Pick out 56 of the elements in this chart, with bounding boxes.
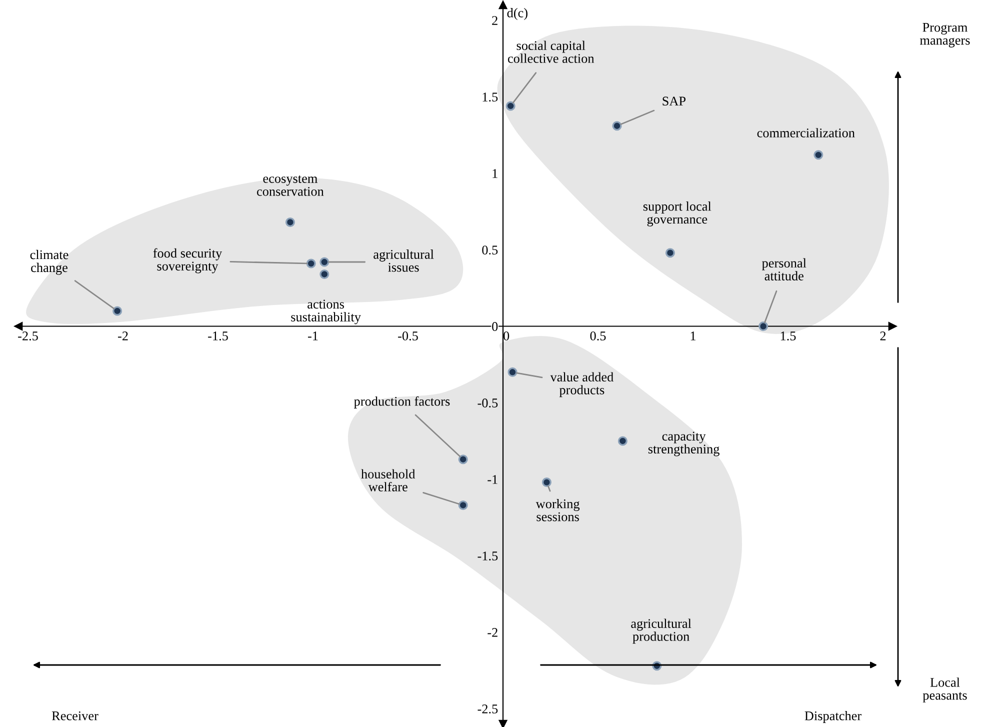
x-tick-label: -2 bbox=[118, 332, 128, 340]
point bbox=[320, 257, 330, 267]
x-tick-label: -2.5 bbox=[18, 332, 38, 340]
annotation: capacity strengthening bbox=[648, 432, 720, 456]
point bbox=[618, 436, 628, 446]
point bbox=[612, 121, 622, 131]
annotation: value added products bbox=[550, 372, 614, 398]
y-tick-label: -2.5 bbox=[478, 704, 498, 714]
annotation: social capital collective action bbox=[508, 40, 594, 63]
y-tick-label: 0.5 bbox=[482, 246, 498, 255]
point bbox=[542, 478, 552, 488]
annotation: SAP bbox=[662, 96, 686, 106]
annotation: Receiver bbox=[52, 711, 98, 720]
annotation: climate change bbox=[30, 250, 68, 275]
y-tick-label: -1.5 bbox=[478, 552, 498, 560]
annotation: production factors bbox=[354, 396, 450, 408]
point bbox=[508, 367, 518, 377]
annotation: actions sustainability bbox=[291, 300, 361, 324]
annotation: personal attitude bbox=[762, 258, 806, 280]
annotation: ecosystem conservation bbox=[256, 175, 324, 196]
y-tick-label: 1.5 bbox=[482, 92, 498, 102]
x-tick-label: -0.5 bbox=[398, 332, 418, 340]
y-tick-label: 2 bbox=[492, 16, 498, 25]
x-tick-label: 1.5 bbox=[780, 332, 796, 340]
point bbox=[665, 248, 675, 258]
y-tick-label: 0 bbox=[492, 322, 498, 331]
annotation: agricultural production bbox=[631, 618, 692, 644]
point bbox=[306, 258, 316, 268]
annotation: food security sovereignty bbox=[153, 248, 222, 274]
point bbox=[458, 500, 468, 510]
annotation: household welfare bbox=[361, 469, 416, 492]
x-tick-label: 2 bbox=[880, 332, 886, 340]
y-tick-label: -1 bbox=[488, 475, 498, 484]
y-tick-label: -0.5 bbox=[478, 398, 498, 408]
point bbox=[758, 321, 768, 332]
x-tick-label: -1.5 bbox=[208, 332, 228, 340]
annotation: working sessions bbox=[536, 499, 580, 522]
point bbox=[320, 269, 330, 280]
annotation: Dispatcher bbox=[804, 711, 862, 723]
annotation: agricultural issues bbox=[374, 250, 434, 272]
x-tick-label: 0.5 bbox=[590, 332, 606, 340]
annotation: support local governance bbox=[643, 201, 712, 226]
point bbox=[458, 454, 468, 464]
point bbox=[285, 217, 295, 227]
annotation: commercialization bbox=[757, 128, 855, 138]
text: Local peasants bbox=[922, 678, 967, 702]
y-tick-label: -2 bbox=[488, 628, 498, 637]
text: Program managers bbox=[920, 23, 970, 48]
y-axis-title: d(c) bbox=[507, 8, 528, 20]
point bbox=[506, 101, 516, 111]
x-tick-label: 1 bbox=[690, 332, 696, 340]
y-tick-label: 1 bbox=[492, 169, 498, 178]
x-tick-label: -1 bbox=[308, 332, 318, 340]
point bbox=[814, 150, 824, 160]
point bbox=[112, 306, 122, 316]
x-tick-label: 0 bbox=[504, 332, 510, 340]
